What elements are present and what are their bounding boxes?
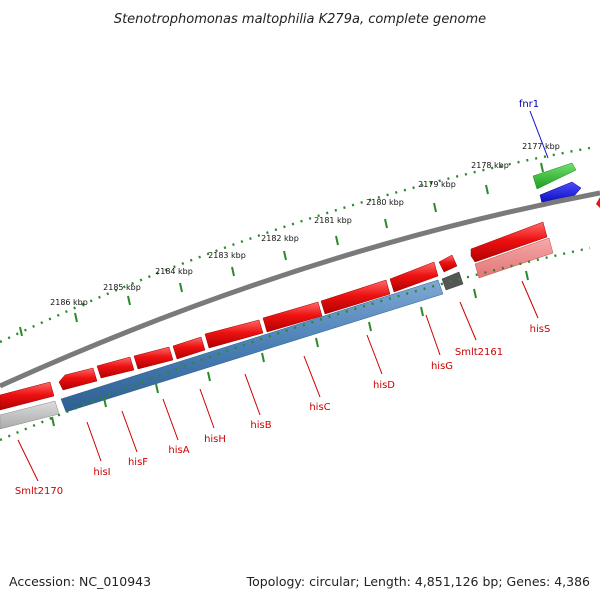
outer-major-ticks — [19, 162, 544, 337]
inner-scale-track — [0, 246, 591, 442]
hisD-leader — [366, 334, 383, 375]
cds-hisH[interactable] — [172, 336, 206, 360]
gene-hisI-to-hisG[interactable] — [60, 279, 444, 413]
smlt2170-leader — [17, 439, 39, 482]
fnr1-gene-feature[interactable] — [532, 162, 577, 190]
hisI-leader — [86, 421, 102, 462]
gene-hisS[interactable] — [474, 237, 554, 279]
gene-track — [0, 237, 554, 430]
kbp-label-2179: 2179 kbp — [418, 180, 456, 189]
kbp-label-2185: 2185 kbp — [103, 283, 141, 292]
kbp-label-2186: 2186 kbp — [50, 298, 88, 307]
gene-labels: fnr1 hisS Smlt2161 hisG hisD hisC hisB h… — [15, 99, 550, 497]
label-hisA[interactable]: hisA — [168, 445, 189, 456]
hisA-leader — [162, 398, 179, 441]
smlt2161-leader — [459, 301, 477, 341]
genome-backbone — [0, 190, 600, 389]
cds-hisF[interactable] — [96, 356, 135, 379]
label-hisF[interactable]: hisF — [128, 457, 148, 468]
cds-hisH-upper[interactable] — [204, 319, 264, 349]
cds-smlt2170[interactable] — [0, 381, 55, 411]
cds-hisI[interactable] — [58, 367, 98, 391]
label-hisG[interactable]: hisG — [431, 361, 453, 372]
kbp-label-2181: 2181 kbp — [314, 216, 352, 225]
kbp-label-2178: 2178 kbp — [471, 161, 509, 170]
label-hisD[interactable]: hisD — [373, 380, 395, 391]
cds-hisB[interactable] — [262, 301, 323, 333]
cds-hisC[interactable] — [320, 279, 391, 315]
hisS-leader — [521, 280, 539, 319]
kbp-label-2177: 2177 kbp — [522, 142, 560, 151]
outer-scale-track — [0, 146, 591, 344]
gene-smlt2161[interactable] — [441, 271, 464, 291]
kbp-labels: 2177 kbp 2178 kbp 2179 kbp 2180 kbp 2181… — [50, 142, 560, 307]
hisC-leader — [303, 355, 321, 398]
label-hisC[interactable]: hisC — [309, 402, 330, 413]
hisG-leader — [425, 314, 441, 356]
label-hisS[interactable]: hisS — [530, 324, 551, 335]
hisF-leader — [121, 410, 138, 453]
hisB-leader — [244, 373, 261, 416]
leader-lines — [17, 110, 549, 482]
hisH-leader — [199, 388, 215, 429]
label-hisH[interactable]: hisH — [204, 434, 226, 445]
cds-hisS[interactable] — [470, 221, 548, 263]
topology-text: Topology: circular; Length: 4,851,126 bp… — [246, 574, 590, 589]
kbp-label-2184: 2184 kbp — [155, 267, 193, 276]
cds-hisG[interactable] — [438, 254, 458, 273]
label-smlt2161[interactable]: Smlt2161 — [455, 347, 503, 358]
accession-text: Accession: NC_010943 — [9, 574, 151, 589]
label-fnr1[interactable]: fnr1 — [519, 99, 539, 110]
label-smlt2170[interactable]: Smlt2170 — [15, 486, 63, 497]
label-hisB[interactable]: hisB — [250, 420, 271, 431]
cds-hisD[interactable] — [389, 261, 439, 293]
cds-hisA[interactable] — [133, 346, 174, 370]
kbp-label-2182: 2182 kbp — [261, 234, 299, 243]
inner-major-ticks — [51, 270, 529, 427]
cds-track — [0, 221, 548, 411]
kbp-label-2183: 2183 kbp — [208, 251, 246, 260]
label-hisI[interactable]: hisI — [93, 467, 110, 478]
offscreen-feature-edge — [596, 197, 600, 208]
kbp-label-2180: 2180 kbp — [366, 198, 404, 207]
map-title: Stenotrophomonas maltophilia K279a, comp… — [114, 12, 486, 27]
fnr1-leader — [529, 110, 549, 159]
